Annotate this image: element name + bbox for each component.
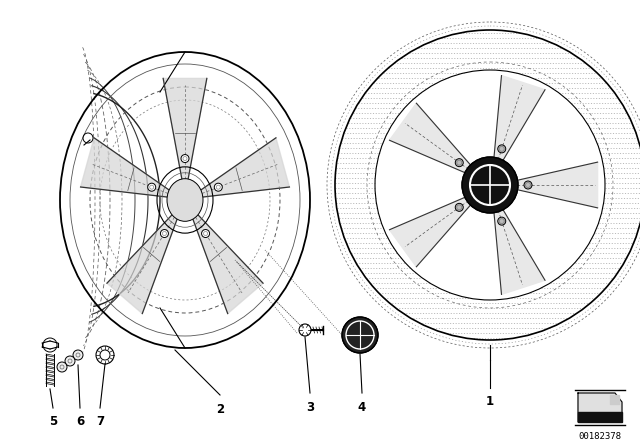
Ellipse shape xyxy=(167,179,203,221)
Polygon shape xyxy=(390,195,474,267)
Circle shape xyxy=(181,155,189,163)
Circle shape xyxy=(342,317,378,353)
Circle shape xyxy=(57,362,67,372)
Circle shape xyxy=(524,181,532,189)
Circle shape xyxy=(161,229,168,237)
Polygon shape xyxy=(390,103,474,175)
Polygon shape xyxy=(578,393,622,422)
Circle shape xyxy=(455,159,463,167)
Polygon shape xyxy=(512,162,598,208)
Text: 6: 6 xyxy=(76,415,84,428)
Polygon shape xyxy=(578,412,622,422)
Circle shape xyxy=(148,183,156,191)
Polygon shape xyxy=(493,76,545,165)
Circle shape xyxy=(73,350,83,360)
Text: 3: 3 xyxy=(306,401,314,414)
Circle shape xyxy=(498,145,506,153)
Text: 4: 4 xyxy=(358,401,366,414)
Text: 2: 2 xyxy=(216,403,224,416)
Polygon shape xyxy=(107,215,177,314)
Polygon shape xyxy=(493,205,545,294)
Text: 5: 5 xyxy=(49,415,57,428)
Text: 00182378: 00182378 xyxy=(579,432,621,441)
Text: 7: 7 xyxy=(96,415,104,428)
Circle shape xyxy=(498,217,506,225)
Text: 1: 1 xyxy=(486,395,494,408)
Polygon shape xyxy=(201,138,289,197)
Polygon shape xyxy=(193,215,263,314)
Ellipse shape xyxy=(462,157,518,213)
Polygon shape xyxy=(610,395,619,404)
Circle shape xyxy=(214,183,222,191)
Circle shape xyxy=(455,203,463,211)
Polygon shape xyxy=(81,138,169,197)
Circle shape xyxy=(202,229,209,237)
Circle shape xyxy=(65,356,75,366)
Polygon shape xyxy=(163,78,207,179)
